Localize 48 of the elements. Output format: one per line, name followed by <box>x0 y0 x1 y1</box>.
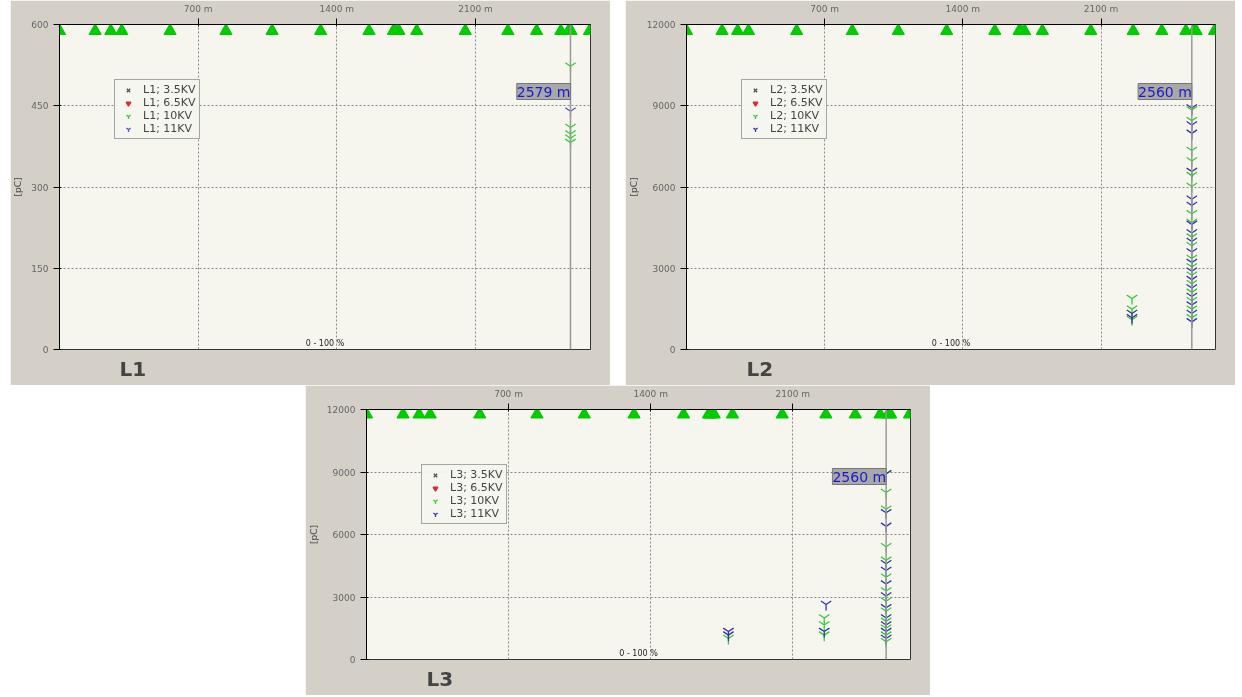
legend-label: L1; 11KV <box>143 122 193 135</box>
legend-label: L2; 6.5KV <box>770 96 823 109</box>
x-tick-label: 1400 m <box>945 3 981 14</box>
x-tick-label: 2100 m <box>1083 3 1119 14</box>
x-tick-label: 1400 m <box>633 388 668 399</box>
x-tick-label: 2100 m <box>775 388 811 399</box>
x-tick-label: 2100 m <box>458 3 493 14</box>
annotation: 0 - 100 % <box>931 338 971 348</box>
text: L1 <box>119 356 147 381</box>
ref-line-label: 2579 m <box>516 83 571 100</box>
ref-line-label: 2560 m <box>1138 83 1192 100</box>
y-tick-label: 12000 <box>326 405 356 415</box>
y-tick-label: 0 <box>42 345 49 355</box>
y-axis-title: [pC] <box>308 524 319 545</box>
x-tick-label: 700 m <box>183 3 213 14</box>
y-tick-label: 3000 <box>332 592 356 603</box>
legend-label: L3; 6.5KV <box>450 481 503 494</box>
legend-label: L3; 3.5KV <box>450 468 503 481</box>
y-tick-label: 450 <box>31 101 49 112</box>
y-tick-label: 6000 <box>332 530 356 540</box>
y-tick-label: 0 <box>349 655 356 665</box>
text: L3 <box>426 666 454 691</box>
legend-label: L1; 3.5KV <box>143 83 196 96</box>
annotation: 0 - 100 % <box>619 648 659 658</box>
x-tick-label: 700 m <box>810 3 840 14</box>
y-axis-title: [pC] <box>628 177 639 197</box>
x-tick-label: 1400 m <box>319 3 355 14</box>
legend-label: L2; 10KV <box>770 109 820 122</box>
y-tick-label: 150 <box>31 263 49 274</box>
y-tick-label: 0 <box>669 345 676 355</box>
y-tick-label: 6000 <box>652 182 676 193</box>
y-tick-label: 3000 <box>652 263 676 274</box>
ref-line-label: 2560 m <box>832 468 887 485</box>
legend-label: L1; 6.5KV <box>143 96 196 109</box>
legend-label: L2; 3.5KV <box>770 83 823 96</box>
y-tick-label: 12000 <box>646 20 676 30</box>
legend-label: L1; 10KV <box>143 109 193 122</box>
x-tick-label: 700 m <box>494 388 523 399</box>
legend-label: L2; 11KV <box>770 122 820 135</box>
legend-label: L3; 10KV <box>450 494 500 507</box>
legend-label: L3; 11KV <box>450 507 500 520</box>
y-tick-label: 9000 <box>652 101 676 112</box>
y-tick-label: 9000 <box>332 467 356 478</box>
y-tick-label: 300 <box>31 182 49 193</box>
text: L2 <box>746 356 774 381</box>
y-tick-label: 600 <box>31 20 49 30</box>
annotation: 0 - 100 % <box>305 338 345 348</box>
y-axis-title: [pC] <box>13 177 24 197</box>
